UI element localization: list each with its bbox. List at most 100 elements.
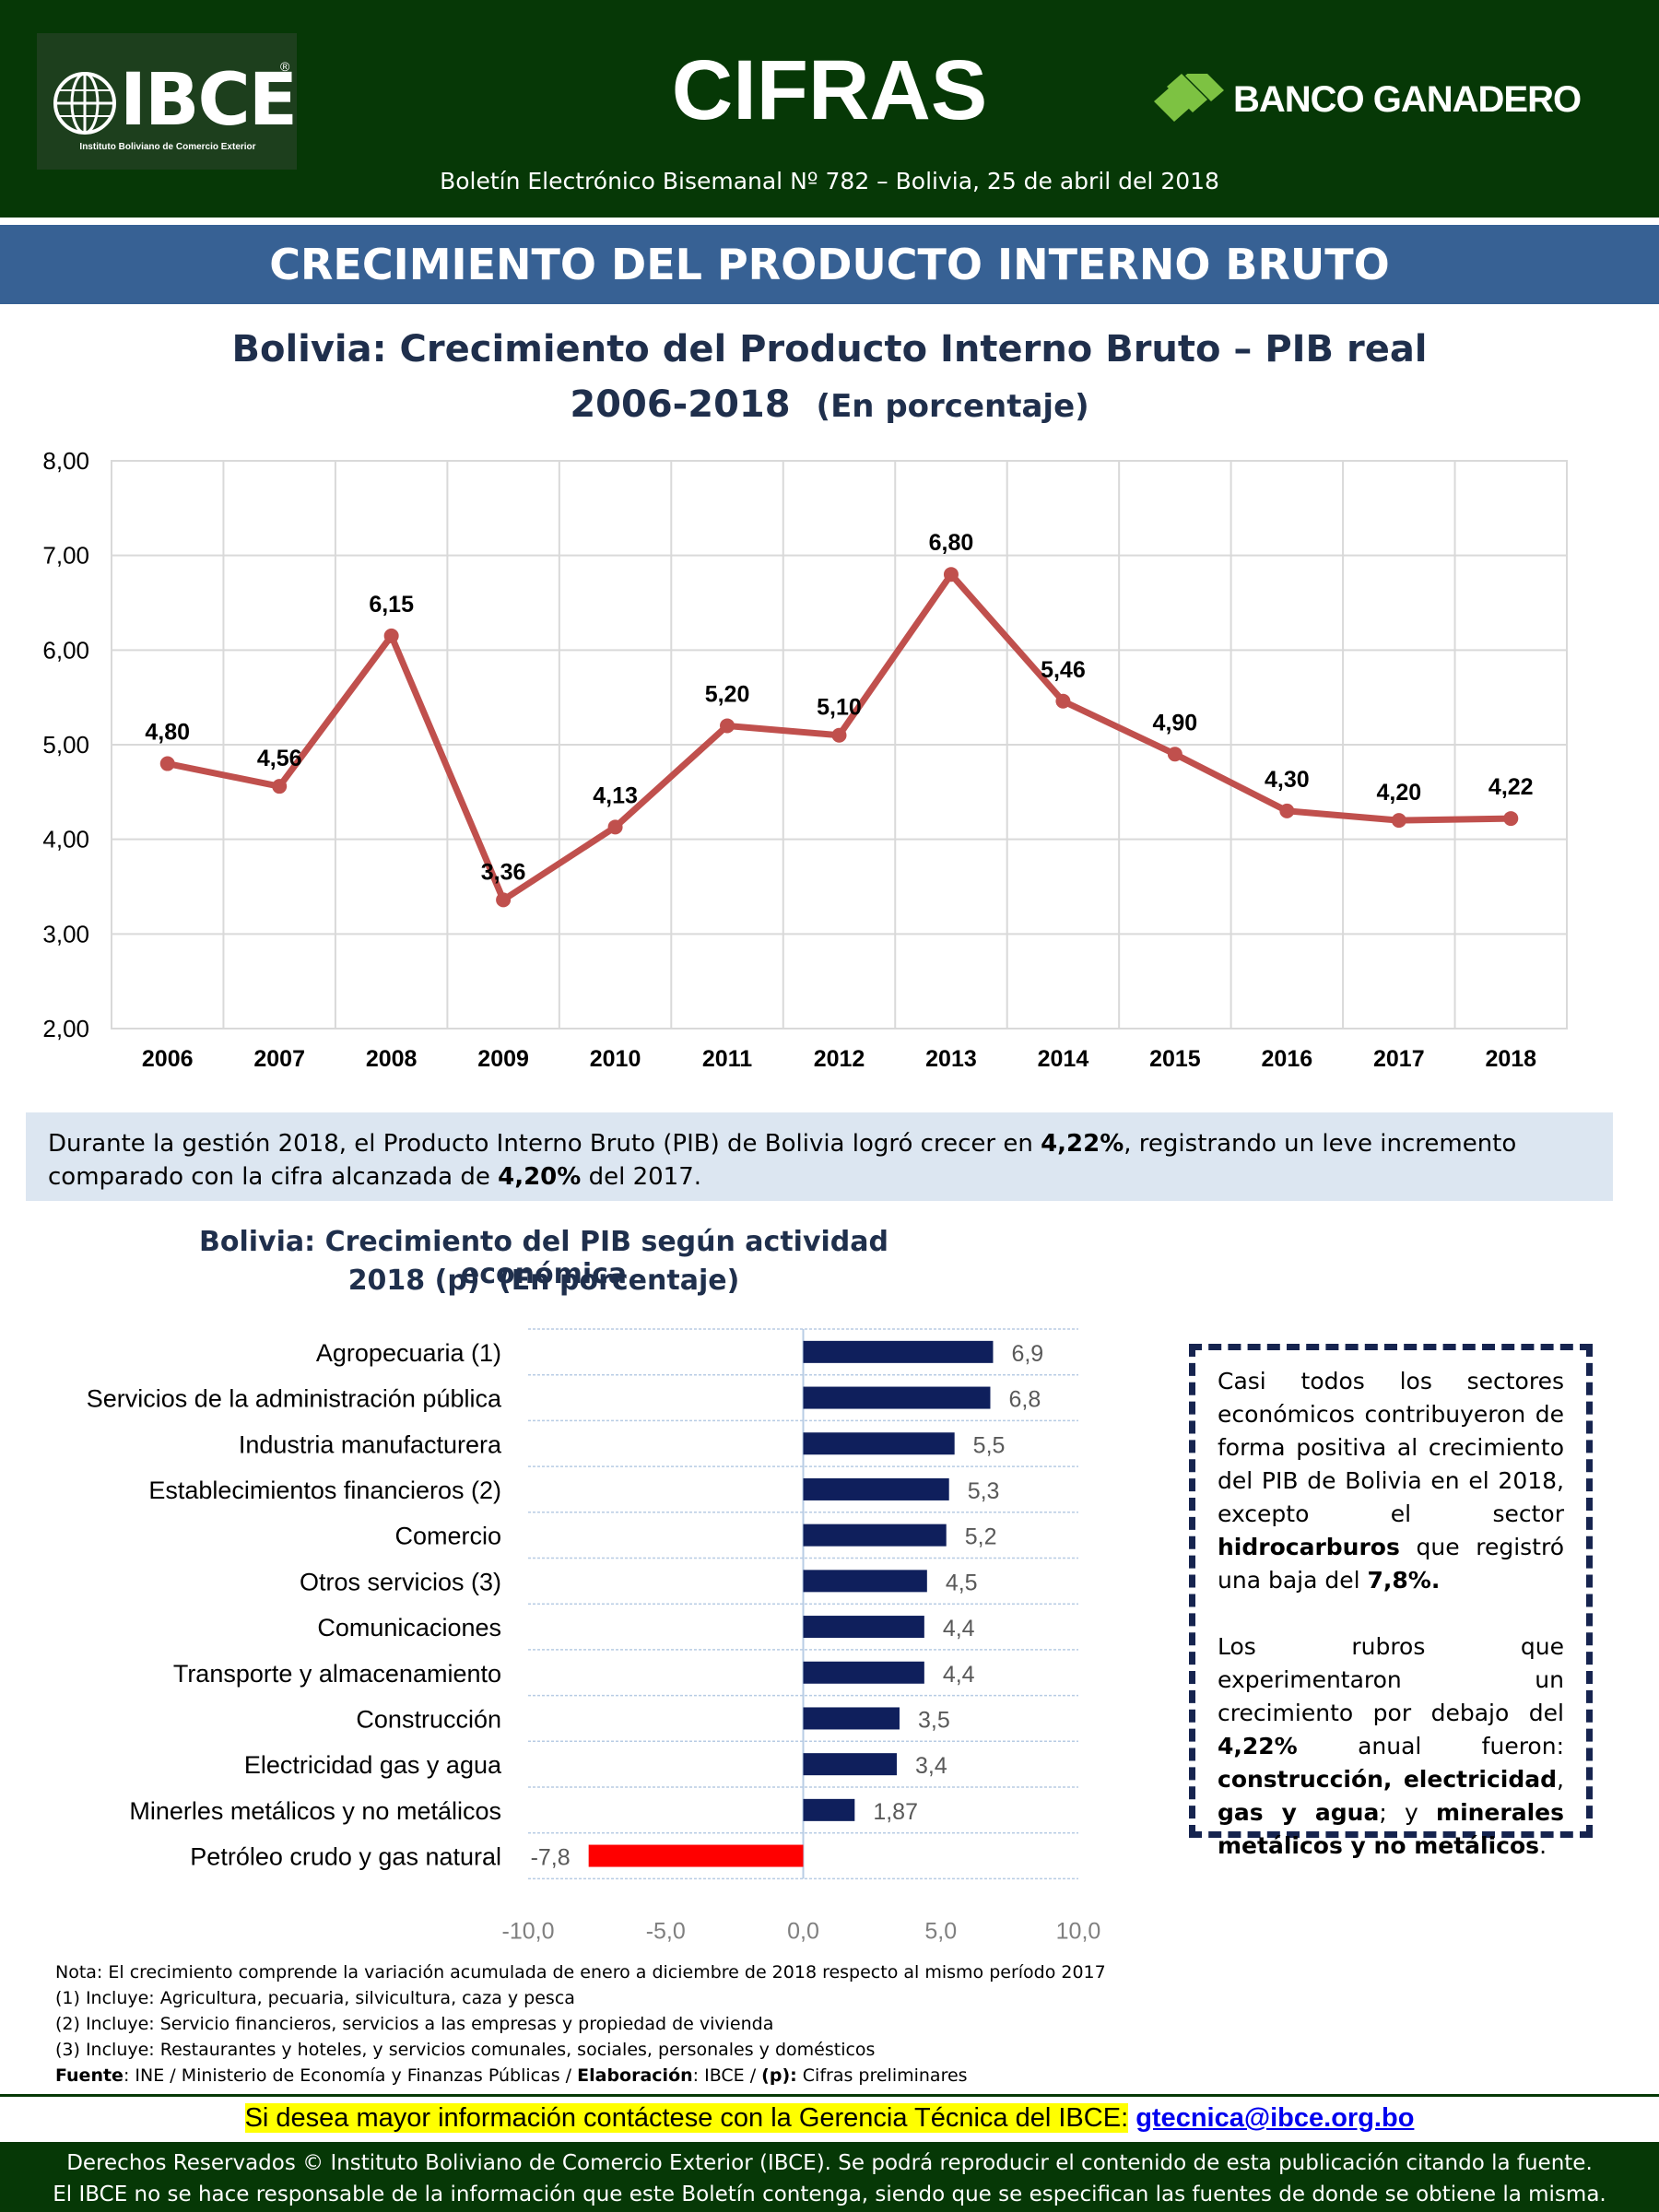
x-tick-label: 2008 bbox=[366, 1046, 418, 1072]
x-tick-label: 2006 bbox=[142, 1046, 194, 1072]
x-tick-label: -5,0 bbox=[646, 1918, 686, 1944]
data-label: 6,8 bbox=[1008, 1387, 1041, 1413]
source-label: Fuente bbox=[55, 2065, 124, 2086]
bar bbox=[803, 1661, 924, 1684]
source-line: Fuente: INE / Ministerio de Economía y F… bbox=[55, 2063, 1622, 2088]
data-label: 1,87 bbox=[873, 1799, 918, 1825]
data-label: 4,30 bbox=[1265, 767, 1310, 793]
gdp-line-chart: 2,00 3,00 4,00 5,00 6,00 7,00 8,00 4,80 2006 4,56… bbox=[42, 447, 1568, 1072]
y-tick-label: 8,00 bbox=[42, 447, 89, 475]
bar bbox=[803, 1798, 855, 1821]
note-line: (3) Incluye: Restaurantes y hoteles, y s… bbox=[55, 2040, 876, 2060]
data-label: 4,13 bbox=[593, 782, 638, 808]
category-label: Minerles metálicos y no metálicos bbox=[129, 1797, 501, 1825]
bar bbox=[803, 1524, 947, 1547]
bar-chart-subtitle-row: 2018 (p) (En porcentaje) bbox=[138, 1265, 949, 1297]
y-tick-label: 5,00 bbox=[42, 731, 89, 759]
data-label: 4,80 bbox=[145, 720, 190, 746]
bar bbox=[803, 1386, 991, 1409]
data-point bbox=[1279, 803, 1295, 818]
data-label: 6,80 bbox=[929, 530, 974, 556]
bar bbox=[803, 1707, 900, 1730]
header: IBCE ® Instituto Boliviano de Comercio E… bbox=[0, 0, 1659, 218]
highlight-text: . bbox=[1539, 1832, 1547, 1859]
highlight-bold: hidrocarburos bbox=[1218, 1534, 1400, 1560]
logo-text: IBCE bbox=[120, 59, 298, 142]
highlight-text: que registró una baja del bbox=[1218, 1534, 1564, 1594]
data-label: 5,2 bbox=[965, 1524, 997, 1550]
category-label: Petróleo crudo y gas natural bbox=[190, 1843, 501, 1871]
divider bbox=[0, 2094, 1659, 2097]
summary-highlight: 4,22% bbox=[1041, 1130, 1124, 1158]
bar bbox=[803, 1477, 949, 1500]
x-tick-label: 2014 bbox=[1038, 1046, 1089, 1072]
sector-bar-chart: Agropecuaria (1) 6,9 Servicios de la admin… bbox=[87, 1328, 1100, 1944]
highlight-bold: minerales metálicos y no metálicos bbox=[1218, 1799, 1564, 1859]
data-point bbox=[831, 727, 847, 743]
x-tick-label: 5,0 bbox=[924, 1918, 957, 1944]
data-point bbox=[1391, 813, 1406, 829]
data-label: 5,20 bbox=[705, 681, 750, 707]
data-label: 3,36 bbox=[481, 859, 526, 885]
registered-icon: ® bbox=[280, 59, 290, 74]
note-line: (1) Incluye: Agricultura, pecuaria, silv… bbox=[55, 1988, 575, 2008]
data-point bbox=[1055, 693, 1071, 709]
data-point bbox=[383, 628, 399, 643]
data-label: 4,4 bbox=[943, 1662, 975, 1688]
highlight-bold: 4,22% bbox=[1218, 1733, 1298, 1759]
highlight-box: Casi todos los sectores económicos contr… bbox=[1189, 1344, 1593, 1859]
data-label: 6,15 bbox=[369, 592, 414, 618]
category-label: Servicios de la administración pública bbox=[87, 1385, 502, 1413]
category-label: Industria manufacturera bbox=[239, 1430, 502, 1458]
data-point bbox=[607, 819, 623, 835]
data-point bbox=[272, 779, 288, 794]
footer-line: El IBCE no se hace responsable de la inf… bbox=[53, 2183, 1606, 2206]
x-tick-label: 2013 bbox=[925, 1046, 977, 1072]
category-label: Transporte y almacenamiento bbox=[173, 1660, 501, 1688]
bar bbox=[803, 1616, 924, 1639]
bar bbox=[803, 1570, 927, 1593]
globe-icon bbox=[53, 72, 116, 135]
category-label: Electricidad gas y agua bbox=[244, 1751, 502, 1779]
data-label: 5,5 bbox=[973, 1432, 1006, 1458]
data-point bbox=[1503, 811, 1519, 827]
contact-line: Si desea mayor información contáctese co… bbox=[0, 2103, 1659, 2134]
summary-highlight: 4,20% bbox=[498, 1163, 582, 1191]
x-tick-label: 2015 bbox=[1149, 1046, 1201, 1072]
notes: Nota: El crecimiento comprende la variac… bbox=[55, 1959, 1622, 2088]
line-chart-subtitle: 2006-2018 bbox=[570, 383, 791, 426]
bar-chart-subtitle: 2018 (p) bbox=[347, 1265, 480, 1297]
bar-chart-title: Bolivia: Crecimiento del PIB según activ… bbox=[199, 1226, 888, 1290]
page-title: CIFRAS bbox=[671, 43, 988, 137]
line-chart-subtitle-row: 2006-2018 (En porcentaje) bbox=[0, 383, 1659, 426]
summary-text: del 2017. bbox=[581, 1163, 701, 1191]
data-point bbox=[1167, 747, 1182, 762]
elaboration-label: Elaboración bbox=[577, 2065, 693, 2086]
y-tick-label: 3,00 bbox=[42, 920, 89, 947]
banco-ganadero-logo-icon bbox=[1154, 74, 1224, 122]
footer-line: Derechos Reservados © Instituto Bolivian… bbox=[66, 2151, 1593, 2175]
section-title: CRECIMIENTO DEL PRODUCTO INTERNO BRUTO bbox=[0, 225, 1659, 304]
highlight-bold: gas y agua bbox=[1218, 1799, 1380, 1826]
preliminary-text: Cifras preliminares bbox=[796, 2065, 968, 2086]
contact-email-link[interactable]: gtecnica@ibce.org.bo bbox=[1135, 2103, 1415, 2133]
summary-info-box: Durante la gestión 2018, el Producto Int… bbox=[26, 1112, 1613, 1201]
data-label: -7,8 bbox=[531, 1845, 571, 1871]
bulletin-info: Boletín Electrónico Bisemanal Nº 782 – B… bbox=[440, 168, 1219, 194]
data-label: 4,56 bbox=[257, 746, 302, 771]
data-point bbox=[720, 718, 735, 734]
data-point bbox=[159, 756, 175, 771]
category-label: Establecimientos financieros (2) bbox=[148, 1477, 501, 1504]
bar bbox=[588, 1844, 804, 1867]
elaboration-text: : IBCE / bbox=[692, 2065, 762, 2086]
category-label: Agropecuaria (1) bbox=[316, 1339, 501, 1367]
highlight-text: Los rubros que experimentaron un crecimi… bbox=[1218, 1633, 1564, 1726]
x-tick-label: 2012 bbox=[814, 1046, 865, 1072]
bar bbox=[803, 1340, 994, 1363]
highlight-text: , bbox=[1557, 1766, 1564, 1793]
highlight-text: anual fueron: bbox=[1297, 1733, 1564, 1759]
preliminary-label: (p): bbox=[761, 2065, 797, 2086]
ibce-logo: IBCE ® Instituto Boliviano de Comercio E… bbox=[37, 33, 298, 170]
highlight-text: ; y bbox=[1379, 1799, 1437, 1826]
bar bbox=[803, 1753, 897, 1776]
